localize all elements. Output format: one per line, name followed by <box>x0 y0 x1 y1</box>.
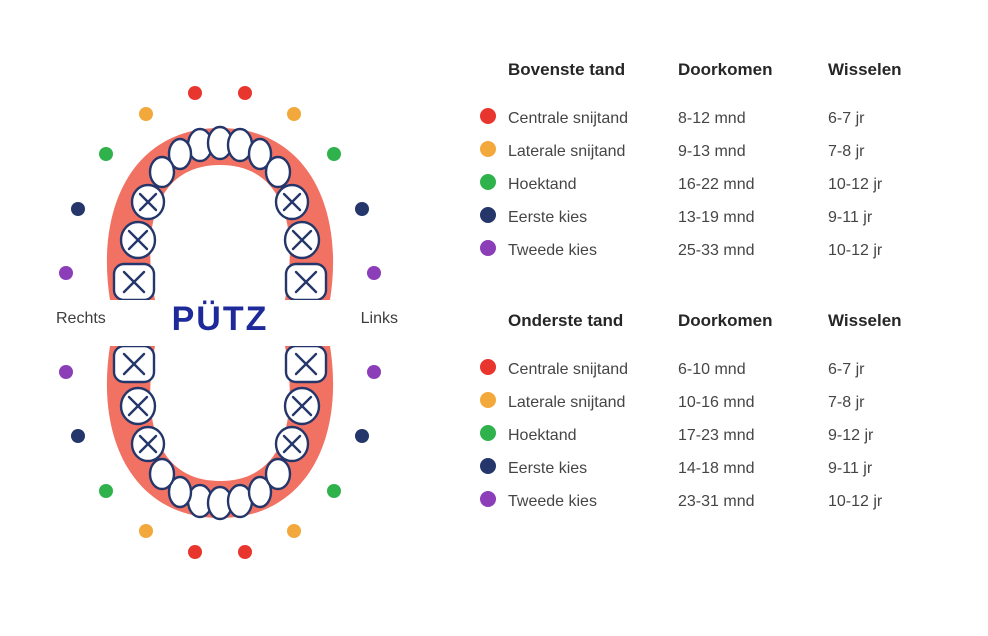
arch-dot-icon <box>99 484 113 498</box>
table-row: Hoektand17-23 mnd9-12 jr <box>480 425 958 446</box>
diagram-panel: Rechts Links PÜTZ <box>0 0 440 636</box>
table-row: Hoektand16-22 mnd10-12 jr <box>480 174 958 195</box>
tables-panel: Bovenste tand Doorkomen Wisselen Central… <box>440 0 988 636</box>
legend-dot-icon <box>480 491 496 507</box>
tooth-name: Hoektand <box>508 176 678 194</box>
legend-dot-icon <box>480 458 496 474</box>
legend-dot-icon <box>480 141 496 157</box>
wisselen-value: 7-8 jr <box>828 143 958 161</box>
table-row: Centrale snijtand6-10 mnd6-7 jr <box>480 359 958 380</box>
wisselen-value: 9-11 jr <box>828 460 958 478</box>
lower-wisselen-hdr: Wisselen <box>828 311 958 331</box>
arch-dot-icon <box>71 202 85 216</box>
doorkomen-value: 16-22 mnd <box>678 176 828 194</box>
doorkomen-value: 9-13 mnd <box>678 143 828 161</box>
table-row: Eerste kies14-18 mnd9-11 jr <box>480 458 958 479</box>
doorkomen-value: 10-16 mnd <box>678 394 828 412</box>
arch-dot-icon <box>188 86 202 100</box>
arch-dot-icon <box>188 545 202 559</box>
legend-dot-icon <box>480 240 496 256</box>
doorkomen-value: 6-10 mnd <box>678 361 828 379</box>
lower-title: Onderste tand <box>508 311 678 331</box>
table-row: Centrale snijtand8-12 mnd6-7 jr <box>480 108 958 129</box>
arch-dot-icon <box>287 107 301 121</box>
container: Rechts Links PÜTZ <box>0 0 988 636</box>
arch-dot-icon <box>238 86 252 100</box>
legend-dot-icon <box>480 207 496 223</box>
doorkomen-value: 8-12 mnd <box>678 110 828 128</box>
doorkomen-value: 13-19 mnd <box>678 209 828 227</box>
upper-table: Bovenste tand Doorkomen Wisselen Central… <box>480 60 958 261</box>
tooth-name: Tweede kies <box>508 242 678 260</box>
arch-dot-icon <box>287 524 301 538</box>
arch-dot-icon <box>238 545 252 559</box>
wisselen-value: 10-12 jr <box>828 176 958 194</box>
arch-dot-icon <box>59 266 73 280</box>
arch-dot-icon <box>355 429 369 443</box>
tooth-name: Tweede kies <box>508 493 678 511</box>
legend-dot-icon <box>480 108 496 124</box>
doorkomen-value: 17-23 mnd <box>678 427 828 445</box>
tooth-name: Centrale snijtand <box>508 110 678 128</box>
table-row: Laterale snijtand9-13 mnd7-8 jr <box>480 141 958 162</box>
wisselen-value: 9-11 jr <box>828 209 958 227</box>
wisselen-value: 7-8 jr <box>828 394 958 412</box>
upper-wisselen-hdr: Wisselen <box>828 60 958 80</box>
arch-dot-icon <box>327 484 341 498</box>
table-row: Laterale snijtand10-16 mnd7-8 jr <box>480 392 958 413</box>
arch-dot-icon <box>99 147 113 161</box>
table-row: Tweede kies25-33 mnd10-12 jr <box>480 240 958 261</box>
doorkomen-value: 23-31 mnd <box>678 493 828 511</box>
tooth-name: Eerste kies <box>508 209 678 227</box>
doorkomen-value: 14-18 mnd <box>678 460 828 478</box>
wisselen-value: 9-12 jr <box>828 427 958 445</box>
doorkomen-value: 25-33 mnd <box>678 242 828 260</box>
arch-dot-icon <box>139 524 153 538</box>
wisselen-value: 10-12 jr <box>828 493 958 511</box>
legend-dot-icon <box>480 174 496 190</box>
wisselen-value: 6-7 jr <box>828 110 958 128</box>
wisselen-value: 6-7 jr <box>828 361 958 379</box>
arch-dot-icon <box>139 107 153 121</box>
arch-dot-icon <box>71 429 85 443</box>
arch-dot-icon <box>367 365 381 379</box>
legend-dot-icon <box>480 425 496 441</box>
tooth-name: Laterale snijtand <box>508 394 678 412</box>
legend-dot-icon <box>480 359 496 375</box>
tooth-name: Eerste kies <box>508 460 678 478</box>
tooth-name: Centrale snijtand <box>508 361 678 379</box>
arch-dot-icon <box>327 147 341 161</box>
arch-dot-icon <box>367 266 381 280</box>
table-row: Eerste kies13-19 mnd9-11 jr <box>480 207 958 228</box>
lower-doorkomen-hdr: Doorkomen <box>678 311 828 331</box>
legend-dot-icon <box>480 392 496 408</box>
tooth-name: Hoektand <box>508 427 678 445</box>
upper-title: Bovenste tand <box>508 60 678 80</box>
table-row: Tweede kies23-31 mnd10-12 jr <box>480 491 958 512</box>
dot-layer <box>0 0 440 636</box>
arch-dot-icon <box>59 365 73 379</box>
lower-table: Onderste tand Doorkomen Wisselen Central… <box>480 311 958 512</box>
arch-dot-icon <box>355 202 369 216</box>
tooth-name: Laterale snijtand <box>508 143 678 161</box>
wisselen-value: 10-12 jr <box>828 242 958 260</box>
upper-doorkomen-hdr: Doorkomen <box>678 60 828 80</box>
